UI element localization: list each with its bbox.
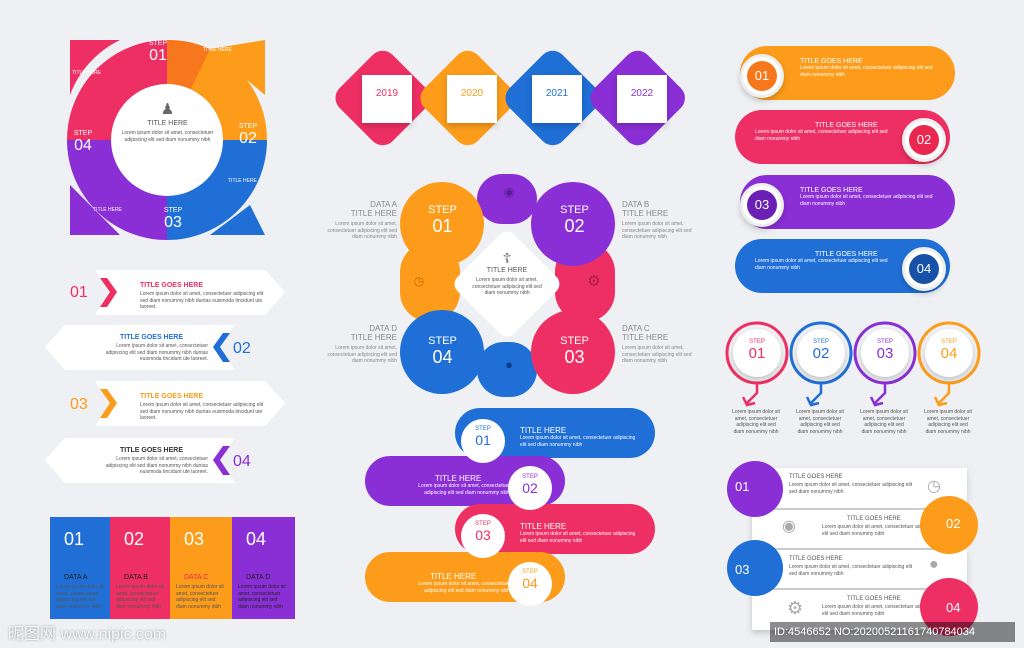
pill-text-01: TITLE GOES HERE Lorem ipsum dolor sit ame… xyxy=(800,58,933,78)
br-badge-02: 02 xyxy=(920,496,978,554)
step-circle-04: STEP 04 xyxy=(925,329,973,377)
step-circle-row: STEP 01 STEP 02 STEP 03 STEP 04 Lorem ipsum … xyxy=(725,315,990,440)
column-04: 04 DATA D Lorem ipsum dolor sit amet, co… xyxy=(232,517,295,619)
dollar-icon: ◉ xyxy=(503,184,515,199)
bottom-right-infographic: TITLE GOES HERE Lorem ipsum dolor sit am… xyxy=(722,458,982,638)
year-card-2021: 2021 xyxy=(532,75,582,123)
step-circle-02: STEP 02 xyxy=(797,329,845,377)
clover-data-a: DATA A TITLE HERE Lorem ipsum dolor sit … xyxy=(327,200,398,240)
chat-icon: ● xyxy=(929,556,939,573)
arrow-list: TITLE GOES HERE Lorem ipsum dolor sit am… xyxy=(40,268,290,498)
circle-label-tr: TITLE HERE xyxy=(203,47,232,53)
snake-step-03: STEP 03 xyxy=(475,521,491,543)
circle-ring-shapes xyxy=(67,39,267,240)
br-badge-01: 01 xyxy=(727,461,783,517)
br-row-02: TITLE GOES HERE Lorem ipsum dolor sit am… xyxy=(752,510,942,548)
watermark-right-bg: ID:4546652 NO:20200521161740784034 xyxy=(770,622,1015,642)
clover-step-02: STEP 02 xyxy=(560,204,589,236)
step-circle-text-03: Lorem ipsum dolor sit amet, consectetuer… xyxy=(860,409,908,435)
br-row-01: TITLE GOES HERE Lorem ipsum dolor sit am… xyxy=(757,468,967,508)
circle-step-04: STEP 04 xyxy=(73,130,93,154)
pill-text-02: TITLE GOES HERE Lorem ipsum dolor sit ame… xyxy=(755,122,888,142)
snake-text-04: TITLE HERE Lorem ipsum dolor sit amet, co… xyxy=(418,572,510,594)
timeline: 2019 2020 2021 2022 xyxy=(335,48,695,153)
clover-step-03: STEP 03 xyxy=(560,335,589,367)
arrow-num-02: 02 xyxy=(233,340,251,357)
snake-text-01: TITLE HERE Lorem ipsum dolor sit amet, co… xyxy=(520,426,636,448)
snake-text-03: TITLE HERE Lorem ipsum dolor sit amet, co… xyxy=(520,522,636,544)
gear-icon: ⚙ xyxy=(787,598,804,618)
person-icon: ♟ xyxy=(160,101,175,118)
clock-icon: ◷ xyxy=(413,274,425,288)
circle-label-tl: TITLE HERE xyxy=(72,70,101,76)
column-infographic: 01 DATA A Lorem ipsum dolor sit amet, co… xyxy=(50,517,295,619)
circle-label-br: TITLE HERE xyxy=(228,178,257,184)
pill-list: 01 02 03 04 TITLE GOES HERE Lorem ipsum d… xyxy=(730,42,960,297)
step-circle-text-01: Lorem ipsum dolor sit amet, consectetuer… xyxy=(732,409,780,435)
br-badge-04: 04 xyxy=(920,578,978,636)
snake-step-02: STEP 02 xyxy=(522,474,538,496)
year-card-2019: 2019 xyxy=(362,75,412,123)
dollar-icon: ◉ xyxy=(782,518,796,535)
arrow-num-03: 03 xyxy=(70,396,88,413)
snake-step-04: STEP 04 xyxy=(522,569,538,591)
clover-infographic: STEP 01 STEP 02 STEP 03 STEP 04 ◉ ⚙ ◷ ● ☦ TI… xyxy=(395,172,620,400)
circle-step-01: STEP 01 xyxy=(148,40,168,64)
arrow-num-04: 04 xyxy=(233,453,251,470)
chat-icon: ● xyxy=(505,357,513,372)
circle-step-02: STEP 02 xyxy=(238,123,258,147)
snake-infographic: STEP 01 STEP 02 STEP 03 STEP 04 TITLE HERE Lo… xyxy=(360,408,660,636)
column-01: 01 DATA A Lorem ipsum dolor sit amet, co… xyxy=(50,517,110,619)
snake-text-02: TITLE HERE Lorem ipsum dolor sit amet, co… xyxy=(418,474,510,496)
column-02: 02 DATA B Lorem ipsum dolor sit amet, co… xyxy=(110,517,170,619)
circle-step-03: STEP 03 xyxy=(163,207,183,231)
clock-icon: ◷ xyxy=(927,478,941,495)
pill-text-04: TITLE GOES HERE Lorem ipsum dolor sit ame… xyxy=(755,251,888,271)
clover-data-b: DATA B TITLE HERE Lorem ipsum dolor sit … xyxy=(622,200,692,240)
year-card-2022: 2022 xyxy=(617,75,667,123)
watermark-right: ID:4546652 NO:20200521161740784034 xyxy=(774,626,976,638)
pill-badge-01: 01 xyxy=(740,54,784,98)
pill-badge-04: 04 xyxy=(902,247,946,291)
gear-icon: ⚙ xyxy=(587,273,601,290)
clover-data-d: DATA D TITLE HERE Lorem ipsum dolor sit … xyxy=(327,324,398,364)
watermark-left: 昵图网 www.nipic.com xyxy=(8,626,167,643)
step-circle-01: STEP 01 xyxy=(733,329,781,377)
circle-center: ♟ TITLE HERE Lorem ipsum dolor sit amet,… xyxy=(121,101,214,143)
clover-center: ☦ TITLE HERE Lorem ipsum dolor sit amet,… xyxy=(457,250,557,297)
snake-step-01: STEP 01 xyxy=(475,426,491,448)
arrow-row-03: TITLE GOES HERE Lorem ipsum dolor sit am… xyxy=(95,381,285,426)
clover-step-01: STEP 01 xyxy=(428,204,457,236)
pill-badge-02: 02 xyxy=(902,118,946,162)
clover-step-04: STEP 04 xyxy=(428,335,457,367)
br-row-04: TITLE GOES HERE Lorem ipsum dolor sit am… xyxy=(752,590,942,630)
step-circle-text-02: Lorem ipsum dolor sit amet, consectetuer… xyxy=(796,409,844,435)
clover-data-c: DATA C TITLE HERE Lorem ipsum dolor sit … xyxy=(622,324,692,364)
year-card-2020: 2020 xyxy=(447,75,497,123)
step-circle-03: STEP 03 xyxy=(861,329,909,377)
br-row-03: TITLE GOES HERE Lorem ipsum dolor sit am… xyxy=(757,550,967,588)
column-03: 03 DATA C Lorem ipsum dolor sit amet, co… xyxy=(170,517,232,619)
step-circle-text-04: Lorem ipsum dolor sit amet, consectetuer… xyxy=(924,409,972,435)
circle-infographic: STEP 01 STEP 02 STEP 03 STEP 04 TITLE HE… xyxy=(60,35,275,245)
arrow-row-01: TITLE GOES HERE Lorem ipsum dolor sit am… xyxy=(95,270,285,315)
arrow-row-04: TITLE GOES HERE Lorem ipsum dolor sit am… xyxy=(45,438,235,483)
arrow-num-01: 01 xyxy=(70,284,88,301)
trophy-icon: ☦ xyxy=(502,250,512,266)
pill-text-03: TITLE GOES HERE Lorem ipsum dolor sit ame… xyxy=(800,187,933,207)
br-badge-03: 03 xyxy=(727,540,783,596)
arrow-row-02: TITLE GOES HERE Lorem ipsum dolor sit am… xyxy=(45,325,235,370)
circle-label-bl: TITLE HERE xyxy=(93,207,122,213)
pill-badge-03: 03 xyxy=(740,183,784,227)
